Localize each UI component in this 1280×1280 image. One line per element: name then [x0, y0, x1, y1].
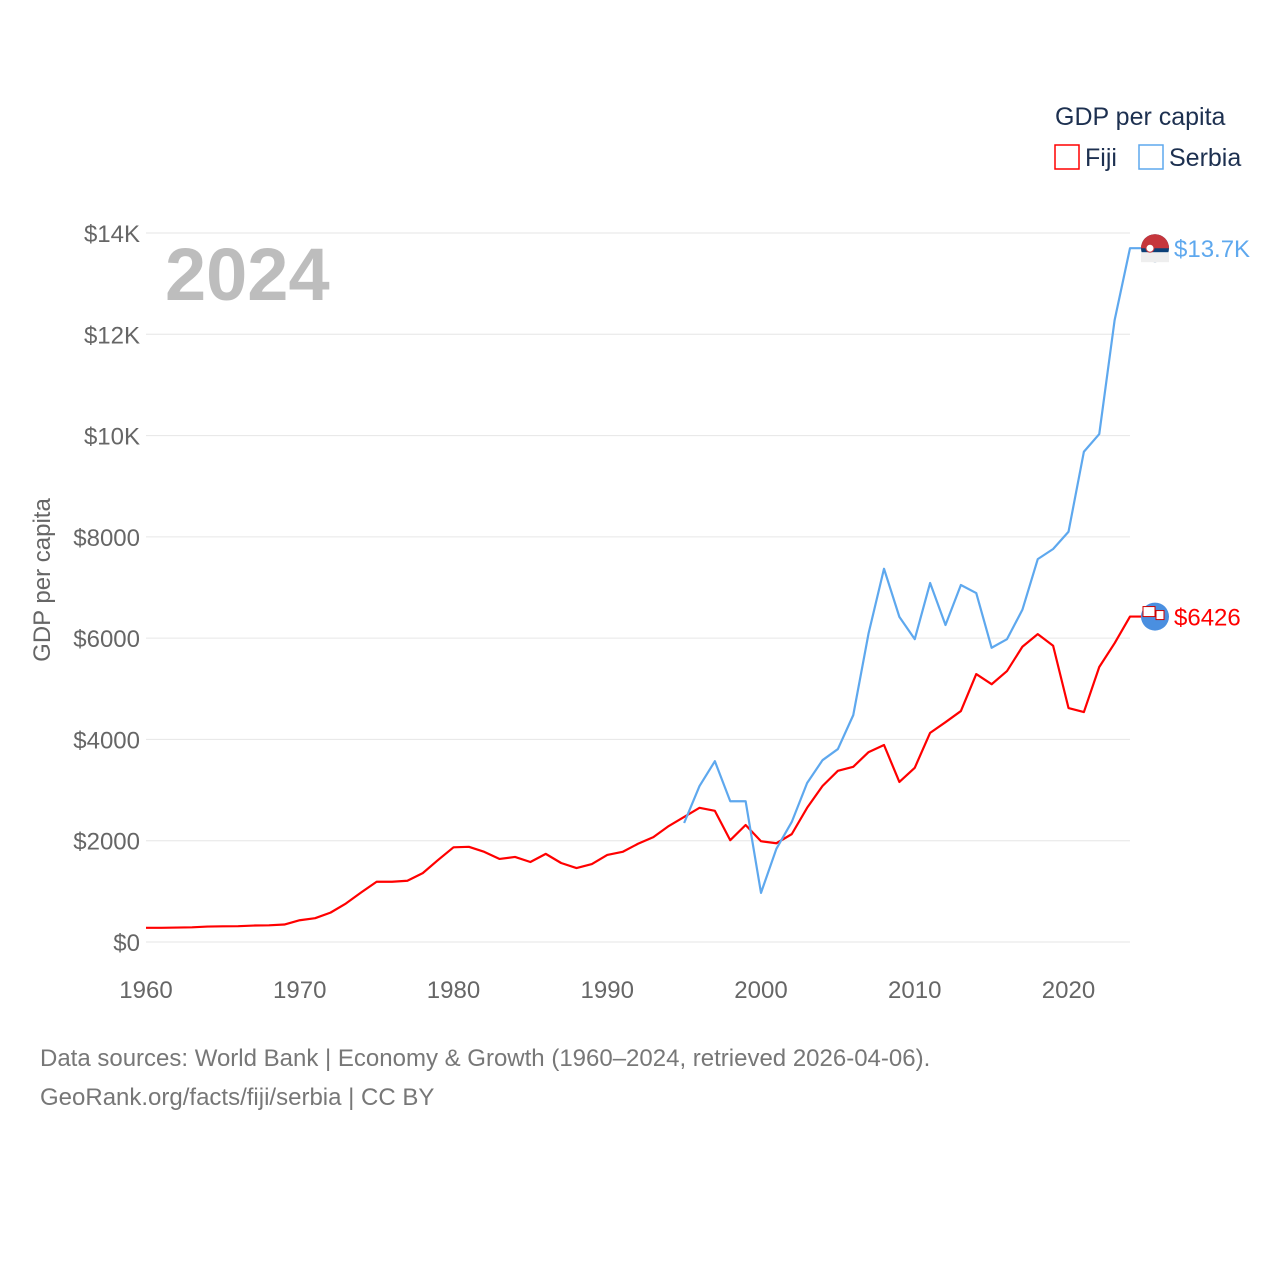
series-line-serbia	[683, 247, 1142, 894]
x-tick-label: 1990	[581, 977, 634, 1004]
x-tick-label: 1960	[119, 977, 172, 1004]
serbia-flag-white	[1141, 252, 1169, 263]
x-tick-label: 2010	[888, 977, 941, 1004]
end-value-label-serbia: $13.7K	[1174, 236, 1250, 263]
legend-title: GDP per capita	[1055, 103, 1226, 131]
y-tick-label: $8000	[73, 525, 140, 552]
end-value-label-fiji: $6426	[1174, 605, 1241, 632]
fiji-shield	[1155, 610, 1165, 621]
legend-swatch	[1138, 144, 1164, 170]
fiji-union-jack	[1142, 606, 1156, 618]
serbia-flag-red	[1141, 234, 1169, 249]
y-tick-label: $12K	[84, 322, 140, 349]
y-axis-label: GDP per capita	[29, 498, 56, 662]
y-tick-label: $14K	[84, 221, 140, 248]
legend-label: Serbia	[1169, 144, 1241, 172]
x-tick-label: 1970	[273, 977, 326, 1004]
footer-link[interactable]: GeoRank.org/facts/fiji/serbia | CC BY	[40, 1084, 435, 1111]
y-tick-label: $2000	[73, 829, 140, 856]
legend-label: Fiji	[1085, 144, 1117, 172]
year-watermark: 2024	[165, 233, 330, 316]
x-tick-label: 1980	[427, 977, 480, 1004]
y-tick-label: $10K	[84, 424, 140, 451]
footer-sources: Data sources: World Bank | Economy & Gro…	[40, 1045, 931, 1072]
y-tick-label: $4000	[73, 727, 140, 754]
x-tick-label: 2020	[1042, 977, 1095, 1004]
legend-item-fiji[interactable]: Fiji	[1054, 144, 1117, 172]
y-tick-label: $0	[113, 930, 140, 957]
y-tick-label: $6000	[73, 626, 140, 653]
serbia-coat-of-arms	[1145, 243, 1155, 253]
legend-item-serbia[interactable]: Serbia	[1138, 144, 1241, 172]
legend-swatch	[1054, 144, 1080, 170]
series-line-fiji	[146, 615, 1142, 929]
x-tick-label: 2000	[734, 977, 787, 1004]
